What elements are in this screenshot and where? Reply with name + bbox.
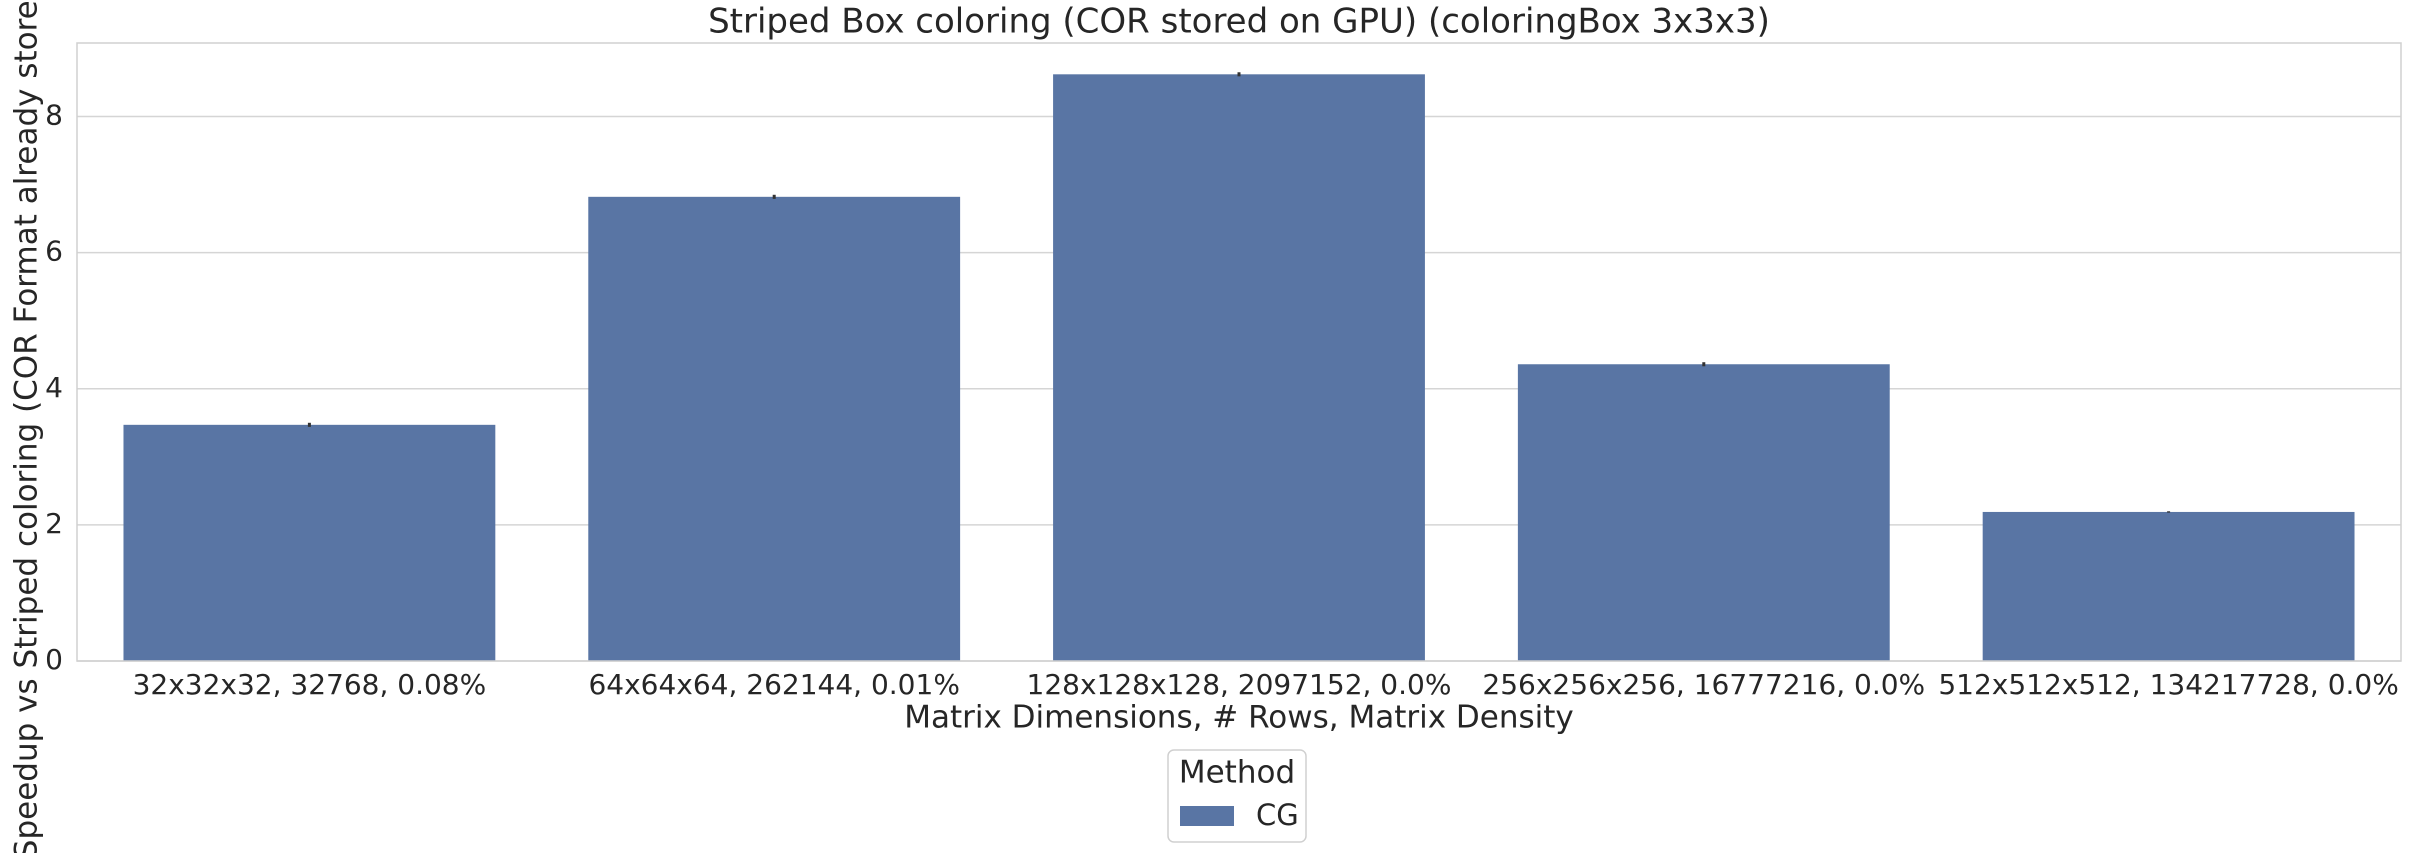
legend-swatch bbox=[1180, 806, 1234, 826]
x-axis-label: Matrix Dimensions, # Rows, Matrix Densit… bbox=[904, 700, 1574, 736]
y-tick-label: 0 bbox=[45, 643, 63, 676]
legend-label: CG bbox=[1256, 798, 1299, 832]
bar bbox=[588, 196, 961, 661]
y-axis-label: Speedup vs Striped coloring (COR Format … bbox=[9, 0, 45, 853]
legend: Method CG bbox=[1167, 749, 1307, 843]
bar bbox=[123, 424, 496, 661]
x-tick-label: 64x64x64, 262144, 0.01% bbox=[588, 668, 959, 701]
bar bbox=[1982, 511, 2355, 661]
x-tick-label: 128x128x128, 2097152, 0.0% bbox=[1027, 668, 1452, 701]
y-tick-label: 6 bbox=[45, 235, 63, 268]
x-tick-label: 32x32x32, 32768, 0.08% bbox=[133, 668, 487, 701]
y-tick-label: 8 bbox=[45, 99, 63, 132]
x-tick-label: 256x256x256, 16777216, 0.0% bbox=[1482, 668, 1925, 701]
chart-title: Striped Box coloring (COR stored on GPU)… bbox=[708, 2, 1770, 42]
x-tick-label: 512x512x512, 134217728, 0.0% bbox=[1938, 668, 2399, 701]
y-tick-label: 2 bbox=[45, 507, 63, 540]
bar bbox=[1517, 364, 1890, 661]
plot-frame bbox=[76, 42, 2402, 662]
legend-title: Method bbox=[1179, 755, 1295, 791]
bar bbox=[1053, 74, 1425, 662]
y-tick-label: 4 bbox=[45, 371, 63, 404]
